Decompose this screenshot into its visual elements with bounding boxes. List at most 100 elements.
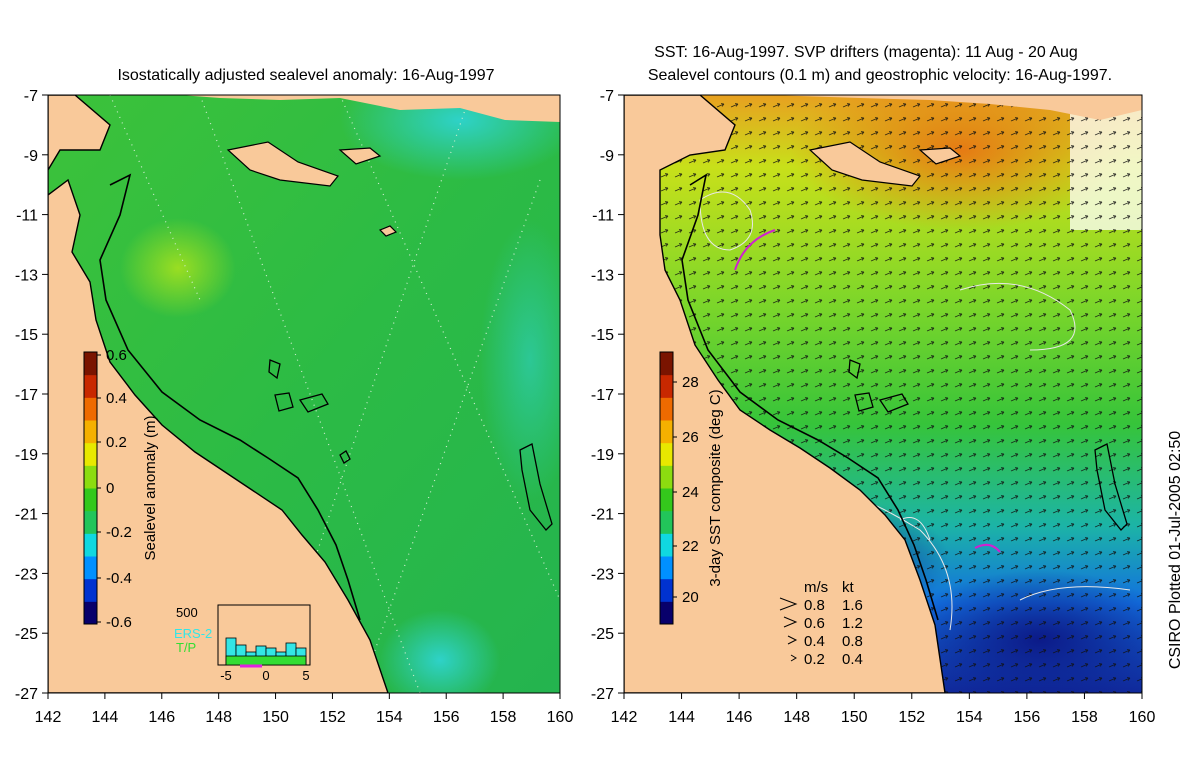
- left-lat-tick-label: -25: [15, 626, 38, 643]
- left-lat-tick-label: -13: [15, 267, 38, 284]
- right-lon-tick-label: 156: [1014, 709, 1041, 726]
- left-lon-tick-label: 150: [262, 709, 289, 726]
- right-lon-tick-label: 142: [611, 709, 638, 726]
- right-lat-tick-label: -21: [591, 507, 614, 524]
- left-colorbar-tick-label: 0: [106, 480, 114, 497]
- inset-series-ers2: ERS-2: [174, 626, 212, 641]
- right-colorbar-swatch: [660, 601, 673, 625]
- right-lat-tick-label: -19: [591, 447, 614, 464]
- right-latitude-ticks: -7 -9 -11 -13 -15 -17 -19 -21 -23 -25 -27: [591, 88, 624, 703]
- right-colorbar-swatch: [660, 556, 673, 580]
- right-lon-tick-label: 150: [841, 709, 868, 726]
- right-lat-tick-label: -13: [591, 267, 614, 284]
- right-lat-tick-label: -25: [591, 626, 614, 643]
- velocity-key-row1-kt: 1.6: [842, 597, 863, 614]
- velocity-key-row2-ms: 0.6: [804, 615, 825, 632]
- right-colorbar-frame: [659, 351, 674, 625]
- left-colorbar-tick-label: 0.6: [106, 347, 127, 364]
- right-land-australia: [624, 95, 946, 693]
- right-lon-tick-label: 148: [783, 709, 810, 726]
- right-colorbar-swatch: [660, 374, 673, 398]
- left-colorbar-tick-label: -0.6: [106, 614, 132, 631]
- left-map: [48, 95, 560, 693]
- right-colorbar-tick-label: 26: [682, 429, 699, 446]
- right-longitude-ticks: 142 144 146 148 150 152 154 156 158 160: [611, 693, 1156, 726]
- right-colorbar-swatch: [660, 352, 673, 376]
- inset-series-tp: T/P: [176, 640, 196, 655]
- right-colorbar-swatch: [660, 442, 673, 466]
- right-lon-tick-label: 144: [668, 709, 695, 726]
- right-colorbar-tick-label: 28: [682, 374, 699, 391]
- right-colorbar-swatches: [660, 352, 673, 625]
- right-reefs: [848, 359, 1128, 531]
- left-lat-tick-label: -19: [15, 447, 38, 464]
- left-colorbar-swatch: [84, 442, 97, 466]
- left-lon-tick-label: 152: [319, 709, 346, 726]
- left-colorbar-swatch: [84, 352, 97, 376]
- velocity-key-arrows: [779, 597, 798, 662]
- right-colorbar[interactable]: 28 26 24 22 20 3-day SST composite (deg C): [659, 351, 724, 625]
- inset-xtick-5: 5: [302, 668, 309, 683]
- left-colorbar-swatches: [84, 352, 97, 625]
- inset-xtick-0: 0: [262, 668, 269, 683]
- left-longitude-ticks: 142 144 146 148 150 152 154 156 158 160: [35, 693, 574, 726]
- left-eddy-high: [120, 218, 236, 318]
- right-lat-tick-label: -17: [591, 387, 614, 404]
- left-inset-histogram: 500 ERS-2 T/P -5 0 5: [174, 604, 311, 683]
- left-colorbar-ticks: 0.6 0.4 0.2 0 -0.2 -0.4 -0.6: [97, 347, 132, 631]
- left-shelf-contour: [99, 173, 361, 621]
- left-lon-tick-label: 144: [92, 709, 119, 726]
- right-png-islands: [808, 141, 962, 187]
- left-colorbar-swatch: [84, 465, 97, 489]
- right-colorbar-swatch: [660, 397, 673, 421]
- left-colorbar-tick-label: -0.4: [106, 570, 132, 587]
- velocity-key-header-kt: kt: [842, 579, 855, 596]
- right-colorbar-tick-label: 24: [682, 484, 699, 501]
- right-colorbar-swatch: [660, 488, 673, 512]
- right-panel-title-line1: SST: 16-Aug-1997. SVP drifters (magenta)…: [654, 44, 1078, 61]
- velocity-key-row3-kt: 0.8: [842, 633, 863, 650]
- left-land-png: [180, 95, 560, 122]
- left-lat-tick-label: -21: [15, 507, 38, 524]
- left-reefs: [268, 359, 553, 531]
- left-lon-tick-label: 142: [35, 709, 62, 726]
- right-lon-tick-label: 158: [1071, 709, 1098, 726]
- left-colorbar-swatch: [84, 420, 97, 444]
- drifter-track-south: [974, 543, 1001, 553]
- left-colorbar-swatch: [84, 397, 97, 421]
- right-shelf-contour: [681, 173, 939, 621]
- right-colorbar-swatch: [660, 533, 673, 557]
- left-colorbar-tick-label: 0.4: [106, 390, 127, 407]
- left-lat-tick-label: -15: [15, 327, 38, 344]
- right-colorbar-tick-label: 20: [682, 589, 699, 606]
- left-panel-title: Isostatically adjusted sealevel anomaly:…: [117, 67, 494, 84]
- left-colorbar-swatch: [84, 601, 97, 625]
- inset-bars: [225, 637, 307, 666]
- credit-label: CSIRO Plotted 01-Jul-2005 02:50: [1167, 431, 1184, 669]
- left-cyan-right: [480, 220, 560, 500]
- velocity-key-row3-ms: 0.4: [804, 633, 825, 650]
- velocity-key: m/s kt 0.8 1.6 0.6 1.2 0.4 0.8 0.2 0.4: [779, 579, 863, 668]
- left-colorbar[interactable]: 0.6 0.4 0.2 0 -0.2 -0.4 -0.6 Sealevel anomaly …: [83, 347, 159, 631]
- right-lat-tick-label: -9: [600, 148, 614, 165]
- right-colorbar-swatch: [660, 465, 673, 489]
- left-lon-tick-label: 156: [433, 709, 460, 726]
- left-cyan-bottom: [380, 610, 500, 693]
- right-lat-tick-label: -7: [600, 88, 614, 105]
- left-lat-tick-label: -27: [15, 686, 38, 703]
- right-lat-tick-label: -15: [591, 327, 614, 344]
- left-lat-tick-label: -23: [15, 566, 38, 583]
- left-colorbar-swatch: [84, 374, 97, 398]
- right-map: [624, 95, 1142, 693]
- right-lon-tick-label: 160: [1129, 709, 1156, 726]
- left-colorbar-label: Sealevel anomaly (m): [142, 415, 159, 560]
- left-colorbar-swatch: [84, 578, 97, 602]
- right-lat-tick-label: -23: [591, 566, 614, 583]
- left-colorbar-swatch: [84, 488, 97, 512]
- left-colorbar-tick-label: 0.2: [106, 434, 127, 451]
- left-lon-tick-label: 148: [205, 709, 232, 726]
- left-colorbar-swatch: [84, 510, 97, 534]
- right-lat-tick-label: -27: [591, 686, 614, 703]
- drifter-track-north: [734, 229, 776, 271]
- left-lon-tick-label: 160: [547, 709, 574, 726]
